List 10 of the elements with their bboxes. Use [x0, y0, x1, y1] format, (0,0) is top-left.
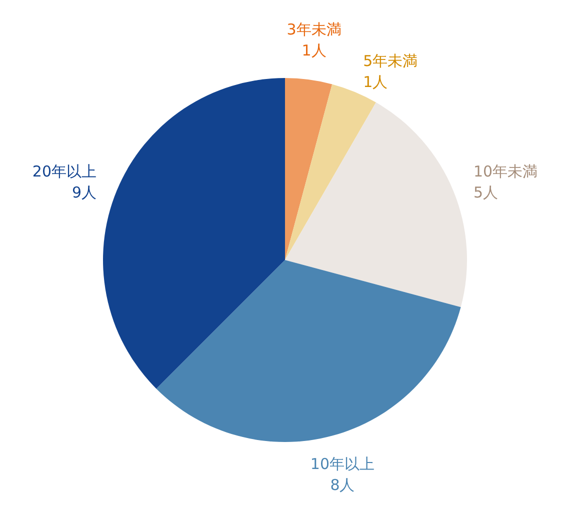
data-label: 8人	[330, 476, 355, 494]
slice-label: 10年以上	[310, 454, 375, 473]
data-label: 1人	[363, 73, 388, 92]
data-label: 1人	[302, 41, 326, 60]
data-label: 5人	[473, 183, 498, 202]
data-label: 9人	[72, 183, 97, 202]
slice-label: 3年未満	[286, 20, 342, 38]
slice-label: 10年未満	[473, 162, 538, 180]
slice-label: 5年未満	[363, 52, 418, 70]
slice-label: 20年以上	[32, 162, 97, 180]
